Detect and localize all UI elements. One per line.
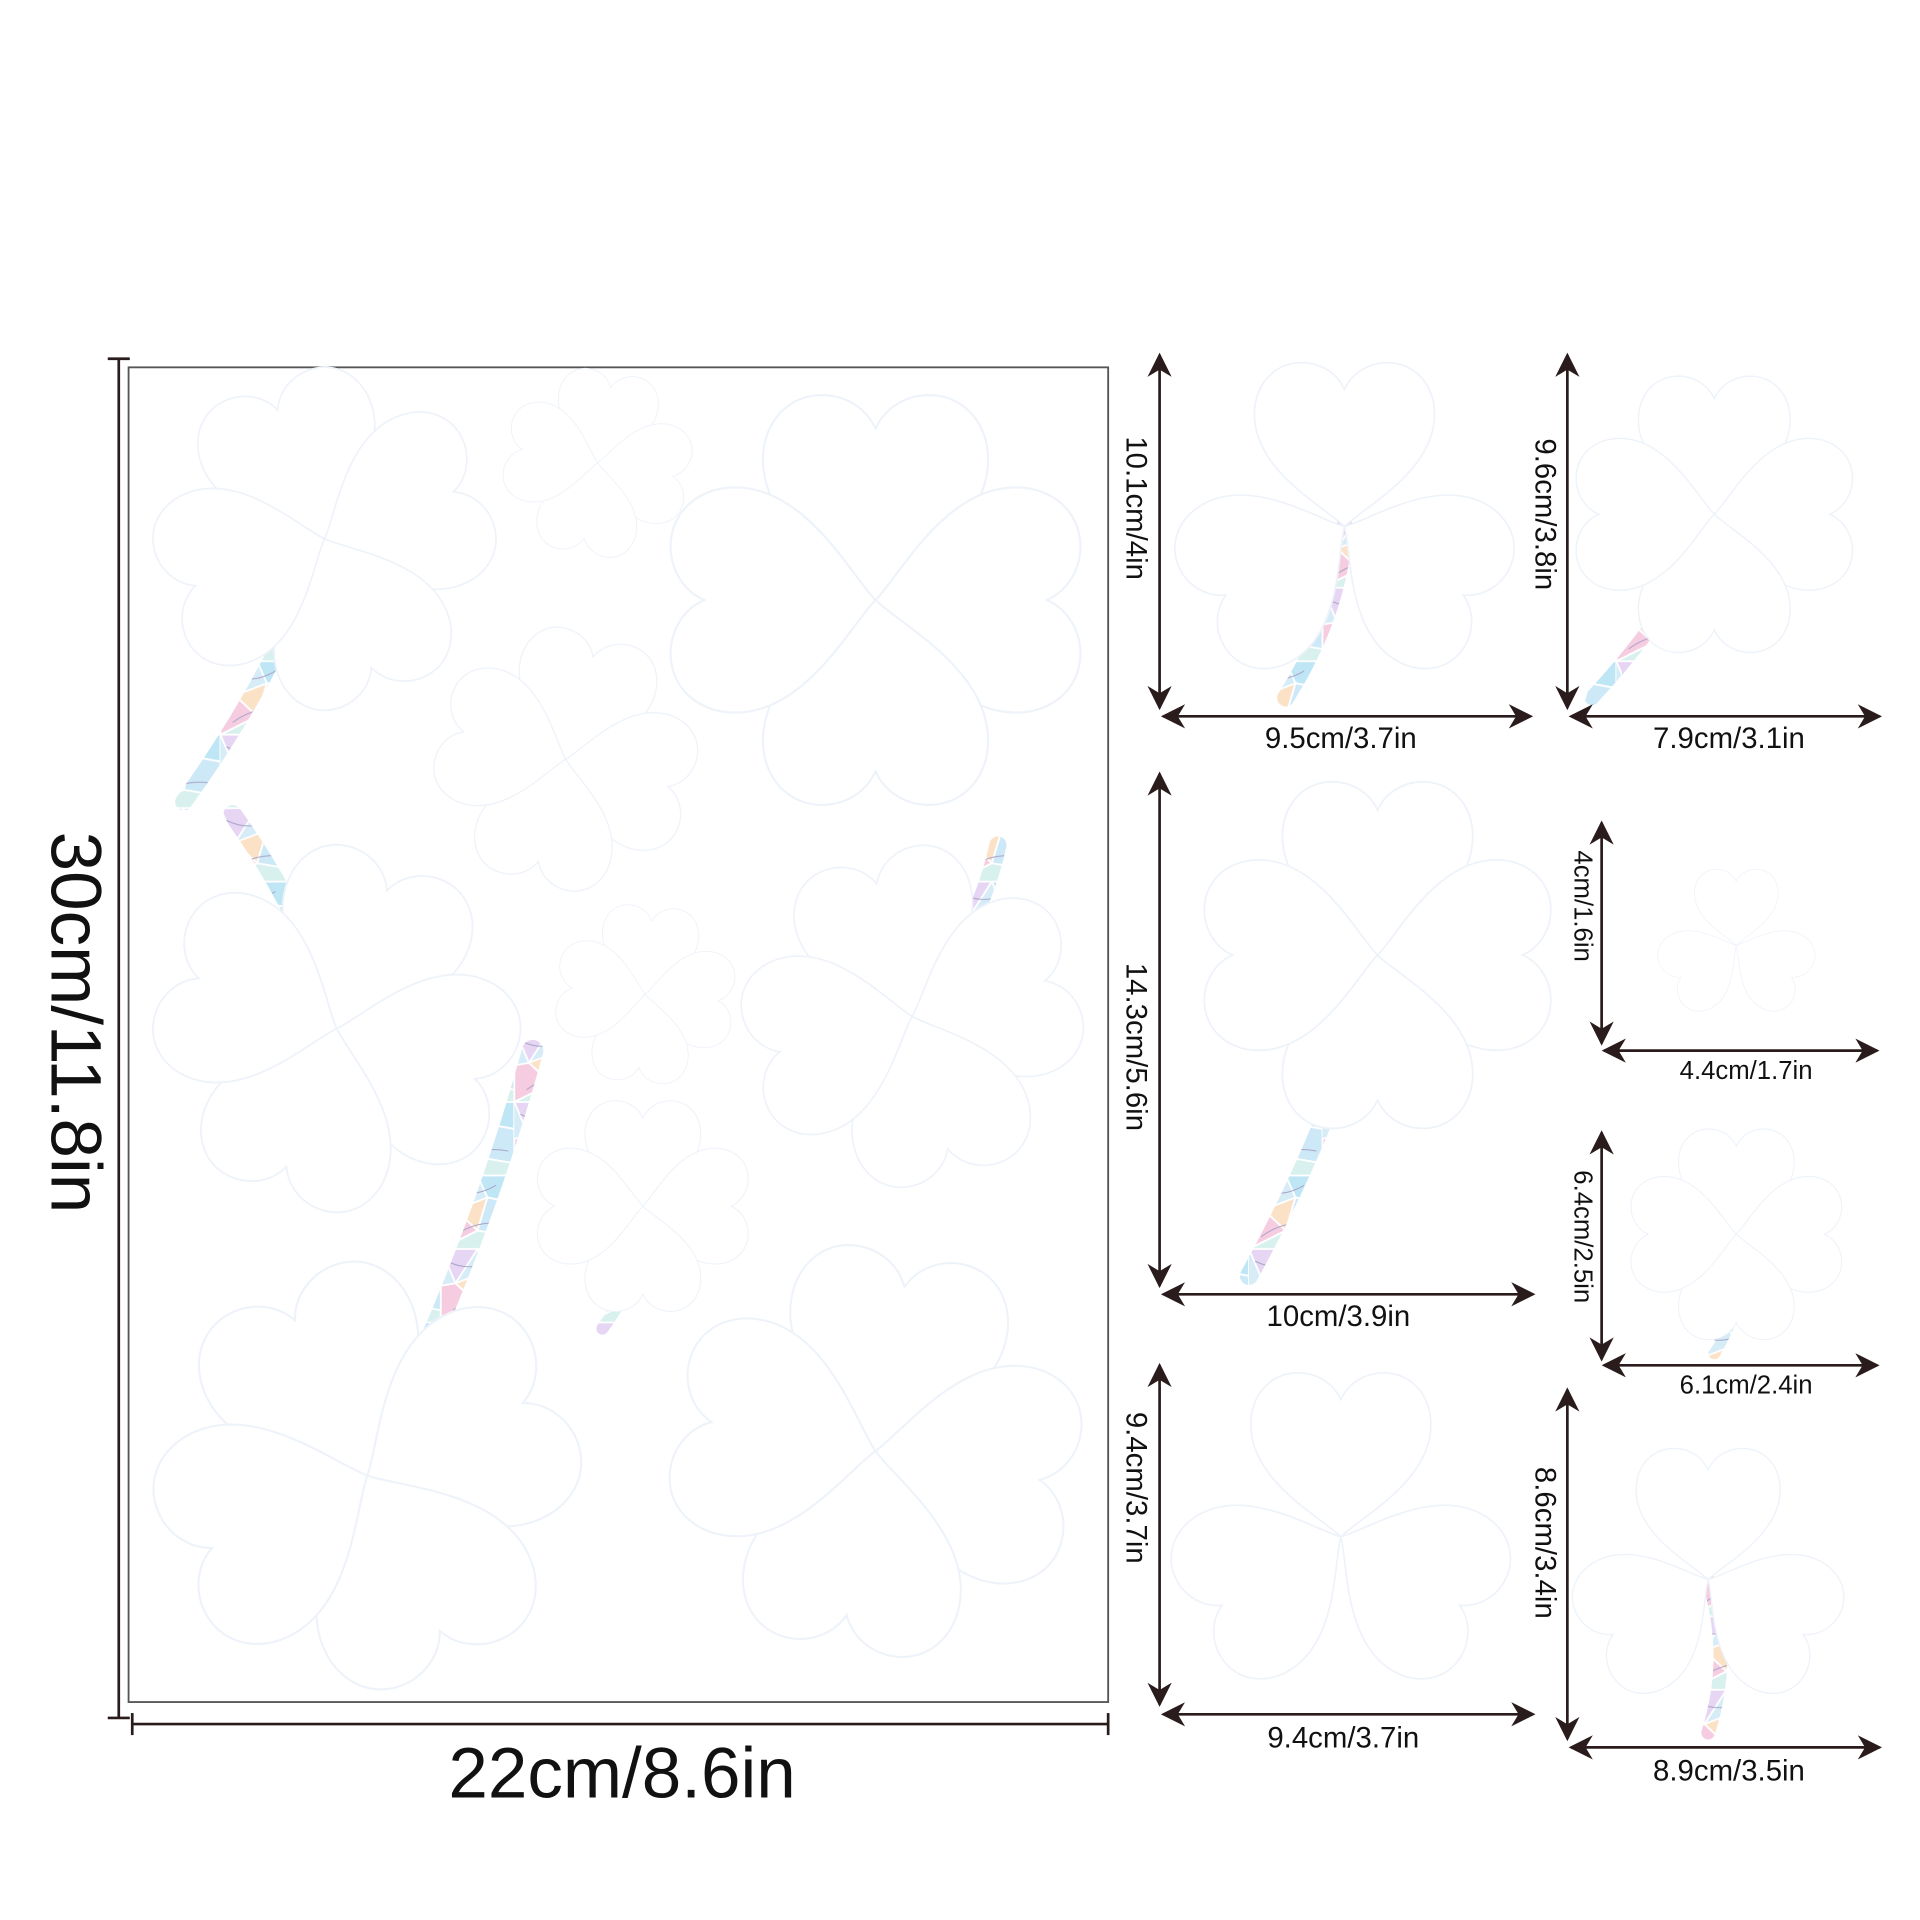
clover-leaf (1571, 1553, 1710, 1694)
sticker-clover-5 (1630, 1128, 1843, 1360)
sheet-clover-4 (433, 626, 699, 892)
clover-leaf (669, 486, 878, 714)
sheet-clover-8 (536, 1100, 749, 1335)
sticker-2-height: 9.6cm/3.8in (1529, 438, 1562, 590)
sheet-clover-7 (740, 836, 1084, 1189)
sticker-clover-1 (1174, 361, 1515, 707)
sticker-5-dimensions: 6.4cm/2.5in 6.1cm/2.4in (1569, 1130, 1880, 1399)
clover-leaf (1694, 868, 1779, 946)
sticker-5-height: 6.4cm/2.5in (1569, 1170, 1597, 1303)
sticker-3-height: 14.3cm/5.6in (1120, 963, 1153, 1131)
clover-leaf (152, 487, 326, 667)
individual-stickers (1170, 361, 1853, 1740)
sticker-4-height: 4cm/1.6in (1569, 850, 1597, 961)
clover-leaf (1657, 930, 1737, 1012)
clover-leaf (1170, 1504, 1342, 1680)
clover-leaf (502, 401, 599, 503)
sheet-width-dimension: 22cm/8.6in (130, 1713, 1110, 1814)
clover-leaf (668, 1317, 877, 1538)
clover-leaf (740, 955, 914, 1136)
sheet-clover-3 (669, 394, 1082, 806)
sticker-sheet (127, 366, 1110, 1703)
sticker-7-height: 8.6cm/3.4in (1529, 1467, 1562, 1619)
sticker-2-width: 7.9cm/3.1in (1653, 722, 1805, 755)
sticker-clover-2 (1575, 375, 1853, 706)
sticker-7-dimensions: 8.6cm/3.4in 8.9cm/3.5in (1529, 1387, 1883, 1787)
clover-leaf (1253, 361, 1436, 528)
sticker-3-dimensions: 14.3cm/5.6in 10cm/3.9in (1120, 771, 1536, 1333)
clover-leaf (1707, 1553, 1845, 1694)
sticker-clover-3 (1203, 780, 1552, 1285)
sticker-6-height: 9.4cm/3.7in (1120, 1412, 1153, 1564)
sticker-3-width: 10cm/3.9in (1267, 1300, 1411, 1333)
sticker-2-dimensions: 9.6cm/3.8in 7.9cm/3.1in (1529, 352, 1883, 755)
sticker-5-width: 6.1cm/2.4in (1680, 1371, 1813, 1399)
clover-leaf (1575, 437, 1716, 591)
sticker-1-height: 10.1cm/4in (1120, 436, 1153, 580)
sheet-clover-10 (668, 1244, 1083, 1658)
sheet-clover-6 (555, 904, 736, 1085)
clover-leaf (152, 891, 338, 1084)
clover-leaf (1339, 1504, 1512, 1680)
sheet-clover-2 (502, 367, 693, 558)
clover-leaf (1249, 1371, 1432, 1538)
sticker-4-width: 4.4cm/1.7in (1680, 1057, 1813, 1085)
sticker-6-width: 9.4cm/3.7in (1267, 1721, 1419, 1754)
sticker-1-width: 9.5cm/3.7in (1265, 722, 1417, 755)
clover-leaf (1735, 930, 1816, 1012)
sticker-7-width: 8.9cm/3.5in (1653, 1754, 1805, 1787)
clover-leaf (1630, 1175, 1738, 1293)
sticker-clover-6 (1170, 1371, 1512, 1680)
sheet-clover-9 (152, 1039, 583, 1691)
clover-leaf (152, 1423, 369, 1645)
clover-leaf (1343, 494, 1515, 670)
sticker-clover-4 (1657, 868, 1816, 1012)
sheet-height-label: 30cm/11.8in (35, 832, 114, 1214)
sticker-6-dimensions: 9.4cm/3.7in 9.4cm/3.7in (1120, 1362, 1536, 1754)
sheet-clover-5 (152, 805, 522, 1214)
sheet-clover-1 (152, 366, 497, 811)
sheet-clovers (152, 366, 1084, 1691)
sticker-clover-7 (1571, 1447, 1845, 1740)
sheet-height-dimension: 30cm/11.8in (35, 357, 130, 1720)
clover-leaf (1203, 859, 1379, 1052)
clover-leaf (536, 1147, 644, 1265)
sticker-4-dimensions: 4cm/1.6in 4.4cm/1.7in (1569, 820, 1880, 1085)
clover-leaf (433, 667, 567, 807)
sticker-1-dimensions: 10.1cm/4in 9.5cm/3.7in (1120, 352, 1534, 755)
clover-leaf (1635, 1447, 1781, 1581)
clover-leaf (1174, 494, 1346, 670)
sheet-width-label: 22cm/8.6in (448, 1735, 795, 1814)
clover-leaf (555, 940, 646, 1038)
